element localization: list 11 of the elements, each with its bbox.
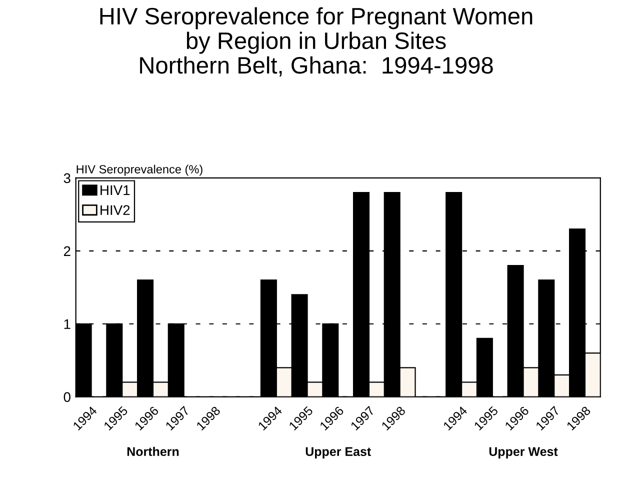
y-tick-label: 1	[64, 319, 70, 329]
y-axis-title: HIV Seroprevalence (%)	[76, 164, 202, 176]
y-tick-label: 2	[64, 246, 70, 256]
legend-label: HIV2	[100, 205, 130, 215]
text: Northern	[127, 446, 179, 456]
y-tick-label: 3	[64, 173, 70, 184]
chart-title: HIV Seroprevalence for Pregnant Women by Region in Urban Sites Northern Belt, Ghana: 1994-1998	[100, 7, 532, 76]
text: Upper East	[306, 447, 371, 458]
text: Upper West	[489, 447, 558, 458]
y-tick-label: 0	[64, 392, 70, 402]
legend-label: HIV1	[100, 185, 130, 195]
